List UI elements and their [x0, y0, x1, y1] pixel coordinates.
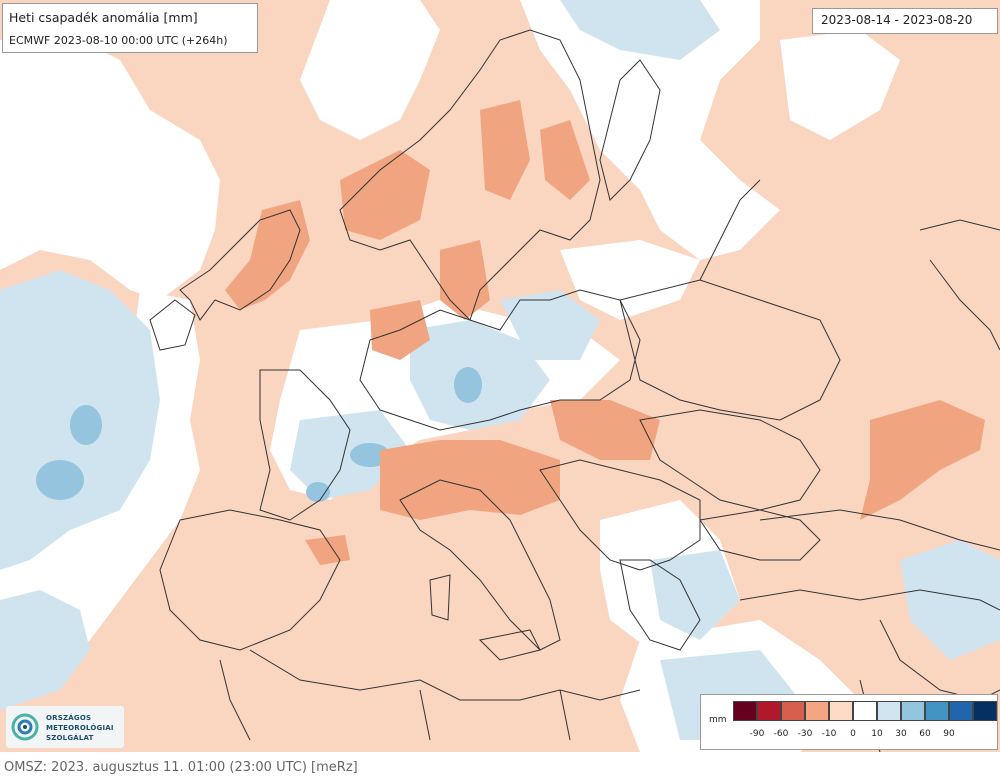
dry-zone-norway-south: [340, 150, 430, 240]
legend-swatch: [949, 701, 973, 721]
legend-swatch: [973, 701, 997, 721]
normal-zone-baltic: [560, 240, 700, 320]
dry-zone-carpathian: [550, 400, 660, 460]
legend-swatch: [781, 701, 805, 721]
title-box: Heti csapadék anomália [mm] ECMWF 2023-0…: [2, 3, 258, 53]
legend-unit: mm: [709, 715, 727, 725]
legend-swatch: [877, 701, 901, 721]
dry-zone-sweden: [540, 120, 590, 200]
legend-label: 60: [919, 729, 931, 739]
normal-zone-east: [780, 30, 900, 140]
legend-swatch: [925, 701, 949, 721]
legend-swatch: [829, 701, 853, 721]
logo-line-1: ORSZÁGOS: [46, 714, 92, 722]
normal-zone-atlantic-north: [0, 30, 220, 300]
color-legend: mm -90 -60 -30 -10 0 10 30 60 90: [700, 694, 998, 750]
wet-spot-atlantic-2: [36, 460, 84, 500]
legend-label: 0: [850, 729, 856, 739]
precipitation-anomaly-map: [0, 0, 1000, 752]
normal-zone-north-sea: [300, 0, 440, 140]
dry-zone-scandinavia: [480, 100, 530, 200]
wet-spot-germany: [454, 367, 482, 403]
omsz-logo: ORSZÁGOS METEOROLÓGIAI SZOLGÁLAT: [6, 706, 124, 748]
legend-swatch: [853, 701, 877, 721]
wet-spot-atlantic-1: [70, 405, 102, 445]
legend-label: 90: [943, 729, 955, 739]
legend-swatch: [733, 701, 757, 721]
footer-timestamp: OMSZ: 2023. augusztus 11. 01:00 (23:00 U…: [4, 760, 358, 775]
wet-zone-atlantic-south: [0, 590, 90, 710]
legend-label: -60: [773, 729, 789, 739]
legend-label: -30: [797, 729, 813, 739]
map-area: [0, 0, 1000, 752]
map-title: Heti csapadék anomália [mm]: [9, 10, 198, 25]
logo-line-2: METEOROLÓGIAI: [46, 724, 114, 732]
wet-zone-germany: [410, 320, 550, 430]
logo-line-3: SZOLGÁLAT: [46, 734, 94, 742]
legend-label: -90: [749, 729, 765, 739]
dry-zone-alps: [380, 440, 560, 520]
wet-zone-arctic: [560, 0, 720, 60]
legend-swatch: [805, 701, 829, 721]
wet-zone-poland: [500, 290, 600, 360]
dry-zone-caucasus: [860, 400, 985, 520]
model-run-info: ECMWF 2023-08-10 00:00 UTC (+264h): [9, 34, 228, 47]
legend-label: 10: [871, 729, 883, 739]
dry-zone-britain: [225, 200, 310, 310]
legend-swatch: [757, 701, 781, 721]
wet-spot-france-2: [306, 482, 330, 502]
date-range: 2023-08-14 - 2023-08-20: [821, 13, 973, 27]
legend-label: 30: [895, 729, 907, 739]
logo-swirl-icon: [11, 713, 39, 741]
date-range-box: 2023-08-14 - 2023-08-20: [812, 8, 998, 34]
wet-zone-turkey: [900, 540, 1000, 660]
normal-zone-arctic: [520, 0, 780, 260]
legend-label: -10: [821, 729, 837, 739]
wet-zone-aegean: [650, 550, 740, 640]
dry-zone-denmark: [440, 240, 490, 320]
legend-swatch: [901, 701, 925, 721]
